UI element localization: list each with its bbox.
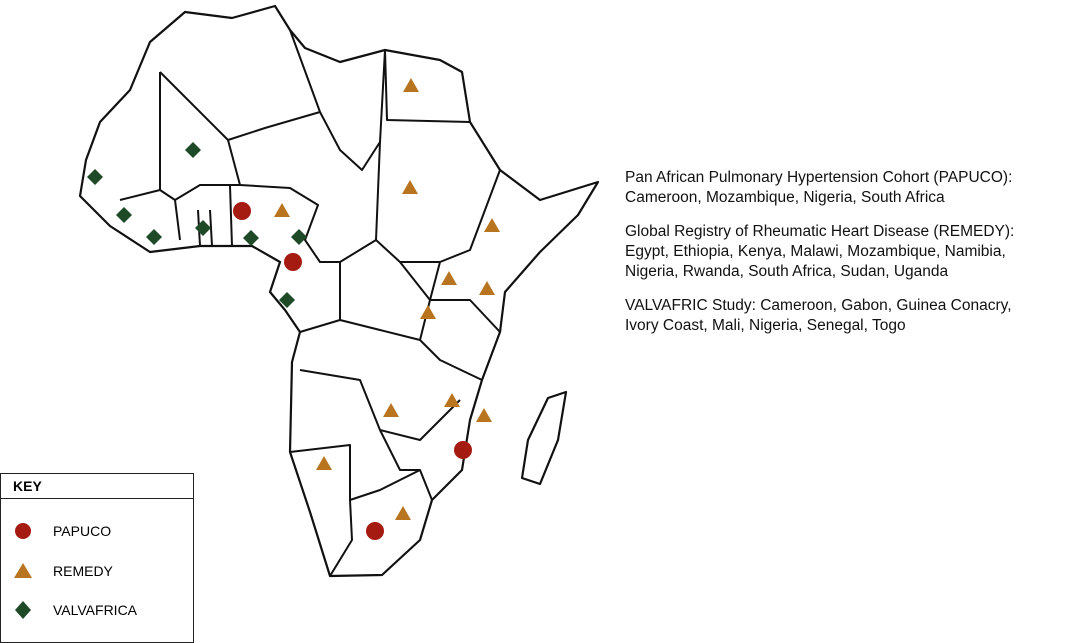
- papuco-marker: [454, 441, 472, 459]
- remedy-marker: [444, 393, 460, 407]
- valvafrica-marker: [195, 220, 211, 236]
- study-line: Nigeria, Rwanda, South Africa, Sudan, Ug…: [625, 263, 949, 280]
- valvafrica-marker: [243, 230, 259, 246]
- study-line: Pan African Pulmonary Hypertension Cohor…: [625, 169, 1013, 186]
- study-line: VALVAFRIC Study: Cameroon, Gabon, Guinea…: [625, 297, 1012, 314]
- legend-label: PAPUCO: [53, 523, 112, 539]
- legend-label: REMEDY: [53, 563, 113, 579]
- study-line: Egypt, Ethiopia, Kenya, Malawi, Mozambiq…: [625, 243, 1006, 260]
- legend-circle: [15, 523, 31, 539]
- legend-title: KEY: [1, 474, 193, 499]
- study-list: Pan African Pulmonary Hypertension Cohor…: [625, 168, 1014, 350]
- valvafrica-marker: [116, 207, 132, 223]
- legend: KEY PAPUCO REMEDY VALVAFRICA: [0, 473, 194, 643]
- legend-label: VALVAFRICA: [53, 602, 138, 618]
- remedy-marker: [402, 180, 418, 194]
- papuco-marker: [366, 522, 384, 540]
- valvafrica-marker: [185, 142, 201, 158]
- remedy-marker: [476, 408, 492, 422]
- study: Global Registry of Rheumatic Heart Disea…: [625, 222, 1014, 282]
- remedy-marker: [441, 271, 457, 285]
- legend-symbols: [14, 523, 32, 619]
- remedy-marker: [316, 456, 332, 470]
- valvafrica-marker: [87, 169, 103, 185]
- papuco-marker: [233, 202, 251, 220]
- remedy-marker: [479, 281, 495, 295]
- legend-diamond: [15, 601, 31, 619]
- papuco-marker: [284, 253, 302, 271]
- papuco-markers: [233, 202, 472, 540]
- study: VALVAFRIC Study: Cameroon, Gabon, Guinea…: [625, 296, 1014, 336]
- remedy-marker: [484, 218, 500, 232]
- remedy-markers: [274, 78, 500, 520]
- valvafrica-markers: [87, 142, 307, 308]
- remedy-marker: [274, 203, 290, 217]
- legend-triangle: [14, 563, 32, 578]
- remedy-marker: [420, 305, 436, 319]
- remedy-marker: [383, 403, 399, 417]
- remedy-marker: [403, 78, 419, 92]
- valvafrica-marker: [279, 292, 295, 308]
- remedy-marker: [395, 506, 411, 520]
- madagascar: [520, 390, 568, 486]
- valvafrica-marker: [291, 229, 307, 245]
- valvafrica-marker: [146, 229, 162, 245]
- study-line: Global Registry of Rheumatic Heart Disea…: [625, 223, 1015, 240]
- study-line: Ivory Coast, Mali, Nigeria, Senegal, Tog…: [625, 317, 906, 334]
- study-line: Cameroon, Mozambique, Nigeria, South Afr…: [625, 189, 945, 206]
- study: Pan African Pulmonary Hypertension Cohor…: [625, 168, 1014, 208]
